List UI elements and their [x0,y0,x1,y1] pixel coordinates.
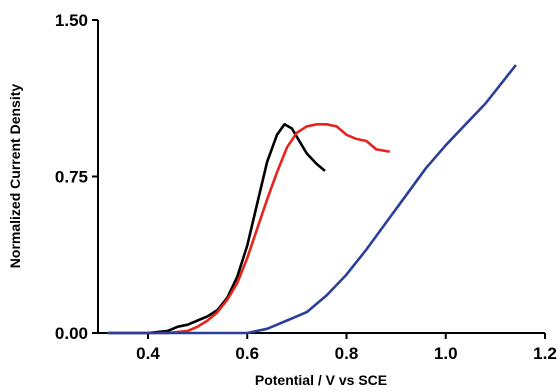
y-axis-ticks: 0.00 0.75 1.50 [55,11,98,343]
y-axis-title: Normalized Current Density [7,84,23,269]
series-layer [107,64,517,335]
x-tick-label: 1.0 [434,344,458,363]
x-tick-label: 1.2 [533,344,557,363]
x-tick-label: 0.8 [335,344,359,363]
series-line-1 [107,123,326,335]
y-tick-label: 0.75 [55,168,88,187]
x-tick-label: 0.4 [136,344,160,363]
plot-frame [97,20,545,334]
series-line-3 [107,64,517,335]
series-line-2 [146,123,391,335]
x-axis-title: Potential / V vs SCE [255,372,387,388]
x-axis-ticks: 0.4 0.6 0.8 1.0 1.2 [136,333,557,363]
y-tick-label: 1.50 [55,11,88,30]
x-tick-label: 0.6 [235,344,259,363]
y-tick-label: 0.00 [55,324,88,343]
